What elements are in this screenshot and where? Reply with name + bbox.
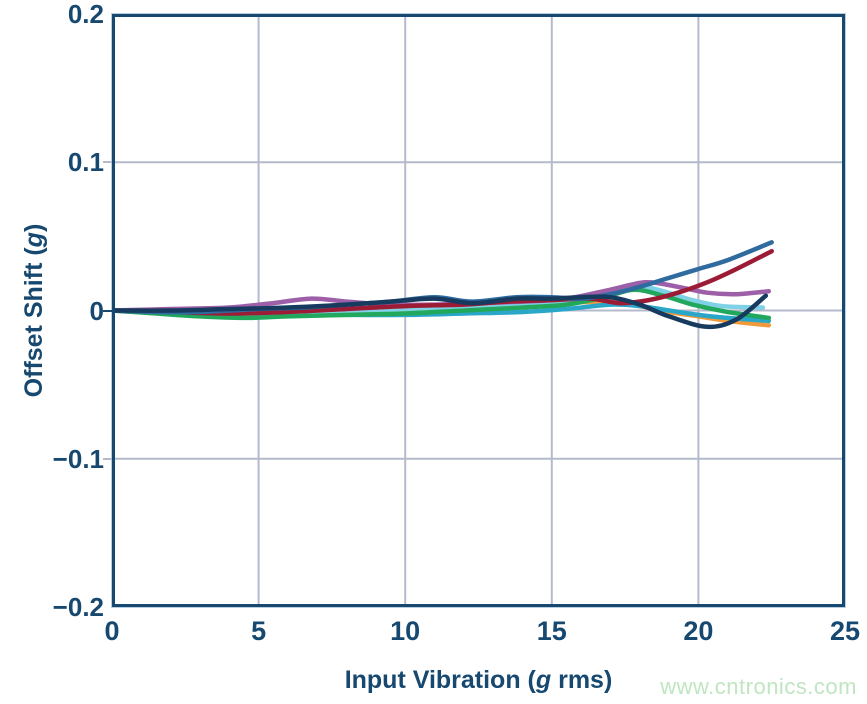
y-tick-mark-0: [103, 309, 112, 312]
series-unit-dark-red: [112, 248, 774, 316]
x-tick-label-25: 25: [829, 616, 861, 646]
y-tick-mark-0.1: [103, 161, 112, 164]
y-tick-mark-−0.1: [103, 457, 112, 460]
y-tick-label-−0.2: −0.2: [52, 592, 104, 622]
series-unit-green: [112, 287, 772, 321]
y-axis-title-italic-g: g: [20, 232, 48, 248]
series-unit-dark-navy: [112, 293, 769, 330]
x-tick-label-10: 10: [390, 616, 421, 646]
series-unit-steel-blue: [112, 240, 774, 315]
y-tick-label-0.1: 0.1: [67, 147, 104, 178]
x-axis-title-suffix: rms): [551, 666, 613, 694]
chart-canvas: [112, 14, 845, 607]
y-tick-label-0: 0: [89, 295, 104, 326]
x-axis-title: Input Vibration (g rms): [112, 666, 845, 695]
x-tick-label-15: 15: [536, 616, 567, 646]
plot-area: [112, 14, 845, 607]
x-tick-label-20: 20: [683, 616, 714, 646]
x-tick-label-0: 0: [104, 616, 120, 646]
x-axis-title-text: Input Vibration (: [344, 666, 536, 694]
y-tick-label-−0.1: −0.1: [52, 443, 104, 474]
x-axis-title-italic-g: g: [535, 666, 552, 694]
y-tick-label-0.2: 0.2: [67, 0, 104, 29]
watermark: www.cntronics.com: [660, 674, 857, 699]
y-axis-title-suffix: ): [20, 223, 48, 233]
x-tick-label-5: 5: [251, 616, 267, 646]
